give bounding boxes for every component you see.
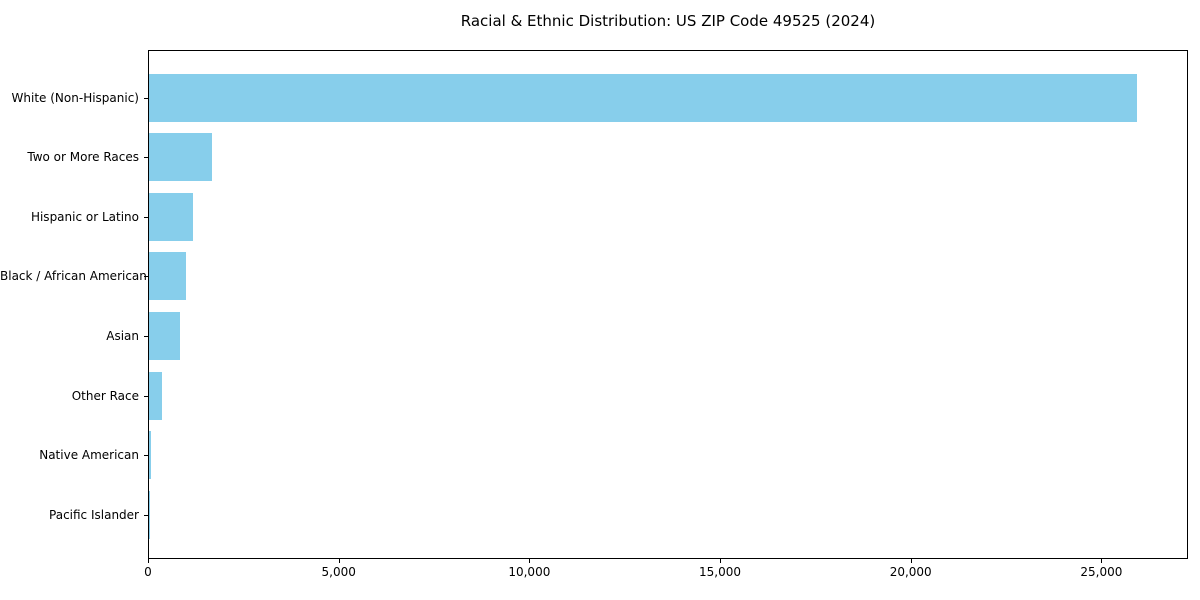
x-tick-label: 20,000 — [889, 565, 932, 579]
bar — [149, 252, 186, 301]
y-tick-label: Pacific Islander — [49, 507, 139, 522]
x-tick-label: 10,000 — [508, 565, 551, 579]
bar — [149, 490, 150, 539]
x-tick — [529, 559, 531, 563]
x-tick-label: 5,000 — [321, 565, 356, 579]
x-tick — [338, 559, 340, 563]
y-tick-label: White (Non-Hispanic) — [11, 90, 139, 105]
x-tick — [910, 559, 912, 563]
x-tick — [148, 559, 149, 563]
y-tick-label: Native American — [39, 448, 139, 463]
plot-area — [148, 50, 1188, 559]
y-tick-label: Two or More Races — [27, 150, 139, 165]
y-tick — [144, 336, 148, 338]
x-tick — [1101, 559, 1103, 563]
x-tick-label: 0 — [144, 565, 152, 579]
y-tick-label: Black / African American — [0, 269, 147, 284]
bar — [149, 192, 194, 241]
y-tick-label: Hispanic or Latino — [30, 209, 139, 224]
y-tick — [144, 455, 148, 457]
y-tick — [144, 157, 148, 159]
y-tick — [144, 514, 148, 516]
x-tick — [720, 559, 722, 563]
bar — [149, 431, 151, 480]
y-tick — [144, 216, 148, 218]
y-tick-label: Asian — [106, 329, 139, 344]
y-tick — [144, 97, 148, 99]
chart-title: Racial & Ethnic Distribution: US ZIP Cod… — [460, 12, 876, 30]
x-tick-label: 25,000 — [1080, 565, 1123, 579]
y-tick — [144, 276, 148, 278]
bar — [149, 73, 1137, 122]
y-tick — [144, 395, 148, 397]
bar — [149, 371, 162, 420]
y-tick-label: Other Race — [71, 388, 139, 403]
bar — [149, 133, 212, 182]
bar — [149, 312, 180, 361]
x-tick-label: 15,000 — [699, 565, 742, 579]
